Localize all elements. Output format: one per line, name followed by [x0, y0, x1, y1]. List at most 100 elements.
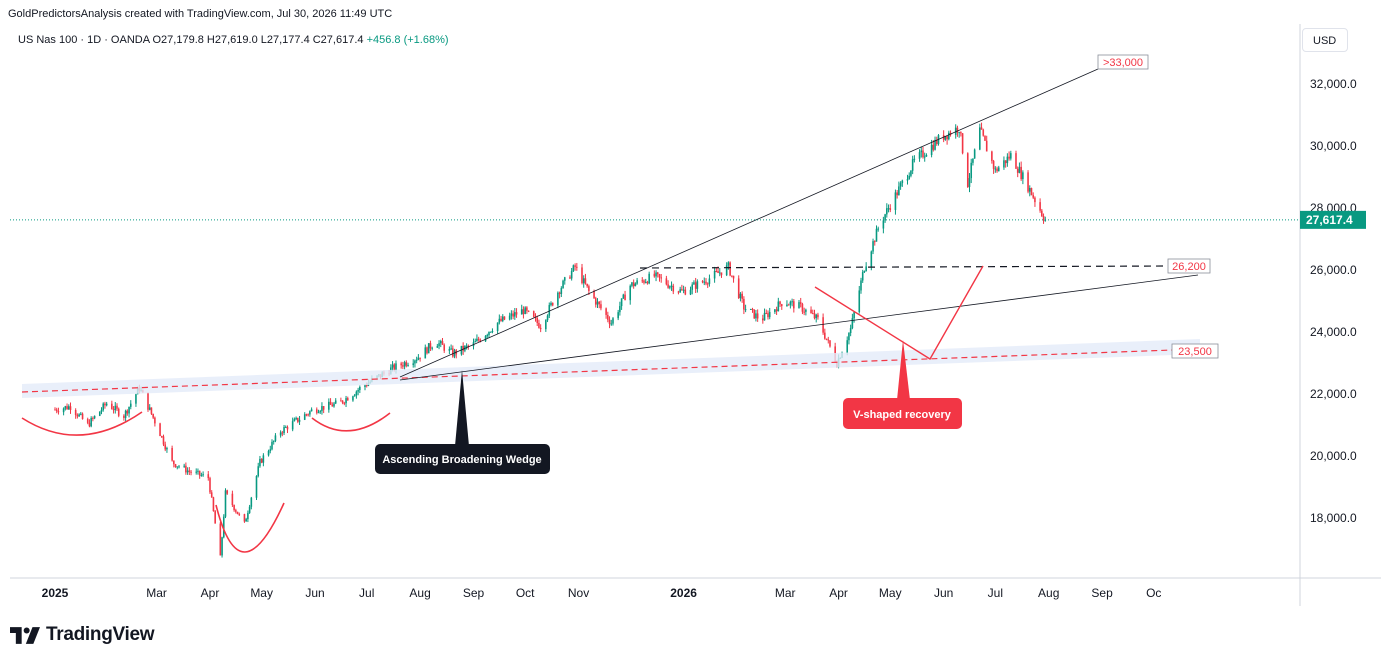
- candle-body: [93, 415, 96, 419]
- candle-body: [260, 458, 263, 463]
- candle-body: [1010, 153, 1012, 159]
- symbol-name[interactable]: US Nas 100 · 1D · OANDA: [18, 34, 150, 46]
- bottom-arc-2: [215, 502, 285, 553]
- candle-body: [174, 464, 177, 468]
- candle-body: [910, 170, 912, 176]
- x-tick-label: Jul: [988, 586, 1003, 600]
- candle-body: [105, 403, 108, 406]
- candle-body: [682, 289, 685, 291]
- candle-body: [958, 132, 960, 134]
- candle-body: [739, 293, 742, 299]
- candle-body: [255, 476, 258, 498]
- candle-body: [69, 406, 72, 411]
- candle-body: [968, 178, 971, 187]
- candle-body: [486, 334, 489, 336]
- candle-body: [267, 450, 270, 456]
- candle-body: [279, 432, 282, 436]
- candle-body: [439, 341, 442, 344]
- candle-body: [948, 132, 950, 140]
- candle-body: [570, 271, 573, 279]
- candle-body: [269, 449, 272, 451]
- candle-body: [545, 320, 547, 330]
- candle-body: [465, 345, 468, 347]
- candle-body: [655, 272, 657, 277]
- candle-body: [1039, 202, 1041, 211]
- candle-body: [889, 208, 892, 210]
- candle-body: [898, 186, 900, 196]
- candle-body: [944, 136, 947, 140]
- candle-body: [858, 290, 861, 313]
- candle-body: [54, 409, 56, 411]
- candle-body: [426, 347, 428, 354]
- y-tick-label: 20,000.0: [1310, 449, 1357, 463]
- bottom-arc-1: [21, 411, 143, 436]
- tradingview-logo[interactable]: TradingView: [10, 624, 155, 646]
- candle-body: [755, 313, 757, 319]
- candle-body: [1003, 160, 1005, 168]
- candle-body: [57, 411, 60, 413]
- candle-body: [508, 315, 511, 320]
- candle-body: [484, 335, 487, 342]
- candle-body: [307, 414, 309, 416]
- candle-body: [178, 466, 180, 468]
- candle-body: [188, 470, 191, 472]
- candle-body: [767, 313, 769, 318]
- candle-body: [1004, 160, 1007, 164]
- candle-body: [994, 168, 997, 170]
- candle-body: [581, 267, 583, 284]
- candle-body: [171, 448, 173, 461]
- candle-body: [762, 318, 764, 321]
- candle-body: [956, 127, 959, 133]
- candle-body: [777, 301, 780, 312]
- candle-body: [612, 318, 614, 324]
- candle-body: [620, 298, 623, 307]
- y-tick-label: 26,000.0: [1310, 263, 1357, 277]
- candle-body: [706, 283, 709, 285]
- candle-body: [870, 251, 873, 267]
- candle-body: [660, 277, 663, 279]
- candle-body: [248, 506, 251, 513]
- candle-body: [176, 466, 179, 468]
- x-tick-label: Jun: [305, 586, 324, 600]
- candle-body: [774, 309, 776, 313]
- candle-body: [238, 514, 241, 516]
- candle-body: [123, 415, 125, 418]
- x-tick-label: Sep: [1091, 586, 1113, 600]
- candle-body: [860, 280, 862, 291]
- candle-body: [1008, 156, 1010, 159]
- candle-body: [899, 183, 902, 187]
- candle-body: [715, 270, 718, 272]
- candle-body: [798, 302, 800, 309]
- candle-body: [200, 475, 203, 477]
- candle-body: [789, 301, 792, 305]
- candle-body: [173, 460, 175, 465]
- candle-body: [235, 510, 237, 512]
- candle-body: [438, 343, 440, 347]
- candle-body: [815, 314, 818, 319]
- tradingview-wordmark: TradingView: [46, 624, 155, 645]
- level-label-box: [1097, 54, 1149, 70]
- candle-body: [154, 417, 156, 424]
- candle-body: [725, 265, 728, 276]
- candle-body: [400, 363, 402, 366]
- candle-body: [985, 140, 988, 152]
- candle-body: [677, 291, 680, 293]
- candle-body: [76, 415, 79, 417]
- candle-body: [197, 470, 199, 472]
- attribution-text: GoldPredictorsAnalysis created with Trad…: [8, 8, 393, 20]
- candle-body: [918, 152, 921, 159]
- candle-body: [90, 418, 92, 427]
- candle-body: [257, 466, 260, 477]
- candle-body: [55, 409, 58, 412]
- y-tick-label: 22,000.0: [1310, 387, 1357, 401]
- candle-body: [427, 343, 430, 354]
- candle-body: [810, 309, 812, 314]
- currency-button[interactable]: USD: [1302, 28, 1348, 52]
- candle-body: [546, 315, 549, 321]
- candle-body: [906, 179, 909, 181]
- candle-body: [212, 497, 215, 512]
- candle-body: [346, 398, 349, 401]
- candle-body: [684, 289, 687, 295]
- candle-body: [791, 301, 793, 303]
